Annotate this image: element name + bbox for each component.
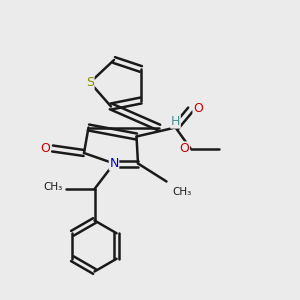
Text: CH₃: CH₃ — [172, 187, 192, 197]
Text: O: O — [180, 142, 189, 155]
Text: N: N — [109, 157, 119, 170]
Text: CH₃: CH₃ — [44, 182, 63, 193]
Text: S: S — [86, 76, 94, 89]
Text: O: O — [193, 101, 203, 115]
Text: O: O — [40, 142, 50, 155]
Text: H: H — [171, 115, 180, 128]
